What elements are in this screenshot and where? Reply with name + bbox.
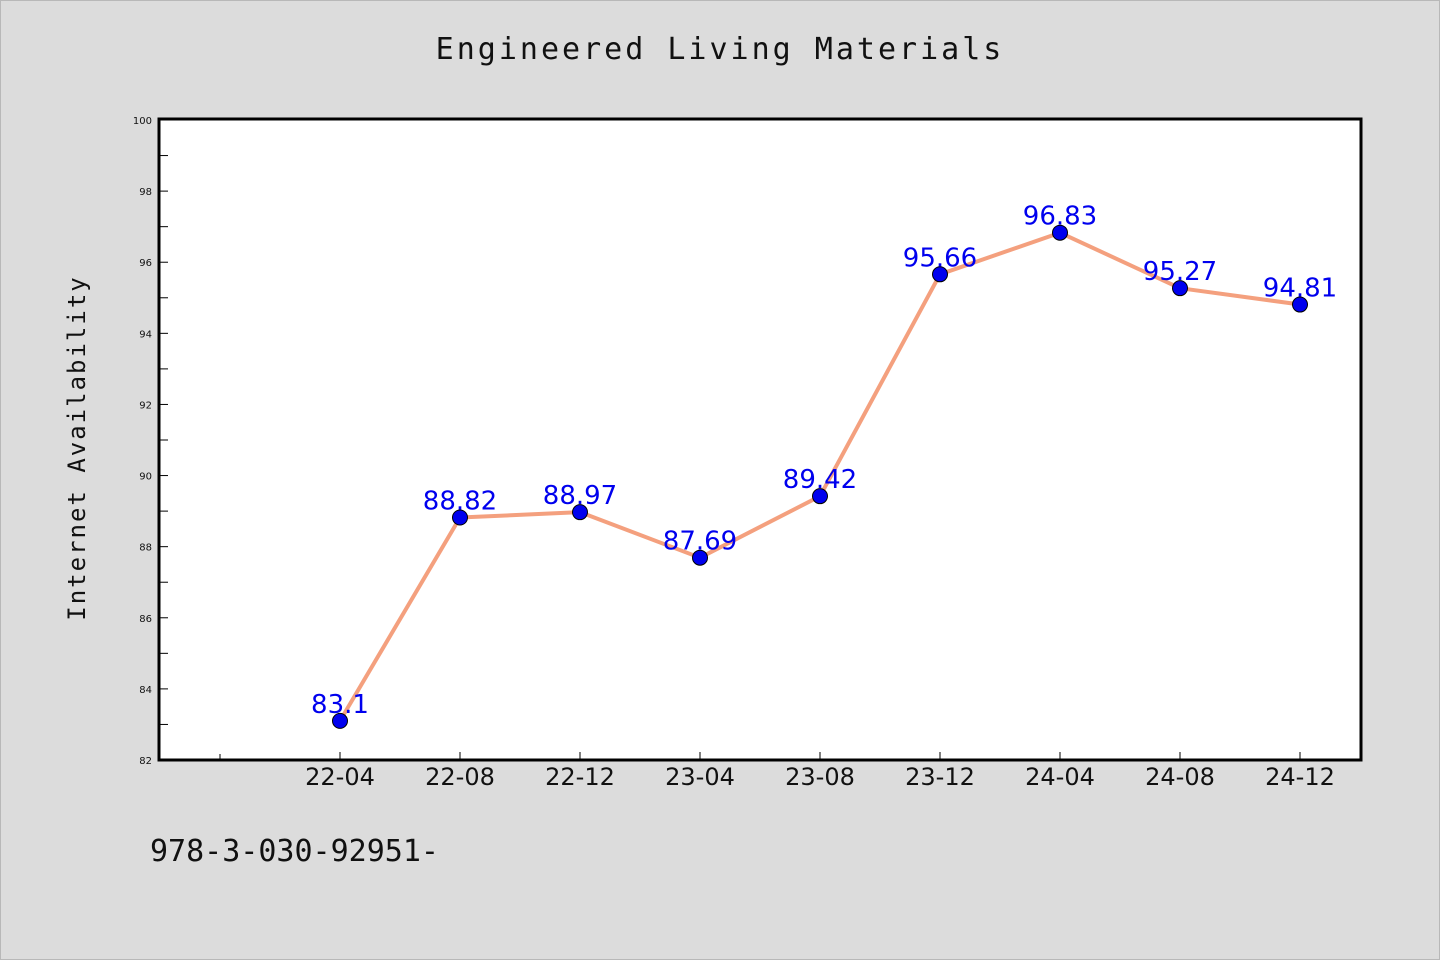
data-label: 88.97	[543, 481, 617, 511]
plot-area	[157, 117, 1363, 762]
data-label: 95.66	[903, 243, 977, 273]
y-tick-label: 82	[139, 756, 152, 767]
data-label: 88.82	[423, 487, 497, 517]
x-tick-label: 24-08	[1145, 763, 1215, 791]
x-axis: 22-04 22-08 22-12 23-04 23-08 23-12 24-04 24-08…	[219, 752, 1335, 791]
footer-text: 978-3-030-92951-	[150, 834, 439, 869]
x-tick-label: 24-12	[1265, 763, 1335, 791]
y-axis-label: Internet Availability	[63, 275, 91, 620]
y-tick-label: 86	[139, 614, 152, 625]
data-point	[572, 504, 588, 521]
x-tick-label: 23-12	[905, 763, 975, 791]
x-tick-label: 23-08	[785, 763, 855, 791]
data-point	[692, 549, 708, 566]
data-label: 96.83	[1023, 202, 1097, 232]
data-point	[932, 266, 948, 283]
data-point	[812, 488, 828, 505]
y-tick-label: 100	[133, 116, 152, 127]
y-tick-label: 92	[139, 400, 152, 411]
y-tick-label: 88	[139, 543, 152, 554]
y-tick-label: 96	[139, 258, 152, 269]
data-label: 94.81	[1263, 274, 1337, 304]
y-tick-label: 84	[139, 685, 152, 696]
x-tick-label: 23-04	[665, 763, 735, 791]
chart-title: Engineered Living Materials	[435, 32, 1005, 67]
data-label: 95.27	[1143, 257, 1217, 287]
data-label: 83.1	[311, 690, 369, 720]
y-tick-label: 94	[139, 329, 152, 340]
x-tick-label: 24-04	[1025, 763, 1095, 791]
y-tick-label: 98	[139, 187, 152, 198]
data-point	[1052, 224, 1068, 241]
data-point	[452, 509, 468, 526]
data-point	[1292, 296, 1308, 313]
data-point	[332, 712, 348, 729]
x-tick-label: 22-04	[305, 763, 375, 791]
y-axis: 82 84 86 88 90 92 94 96 98 100	[133, 116, 168, 767]
data-point	[1172, 280, 1188, 297]
series-group: 83.1 88.82 88.97 87.69 89.42 95.66 96.83 95.27 9…	[311, 202, 1337, 729]
y-tick-label: 90	[139, 472, 152, 483]
data-label: 87.69	[663, 527, 737, 557]
x-tick-label: 22-08	[425, 763, 495, 791]
data-label: 89.42	[783, 465, 857, 495]
x-tick-label: 22-12	[545, 763, 615, 791]
